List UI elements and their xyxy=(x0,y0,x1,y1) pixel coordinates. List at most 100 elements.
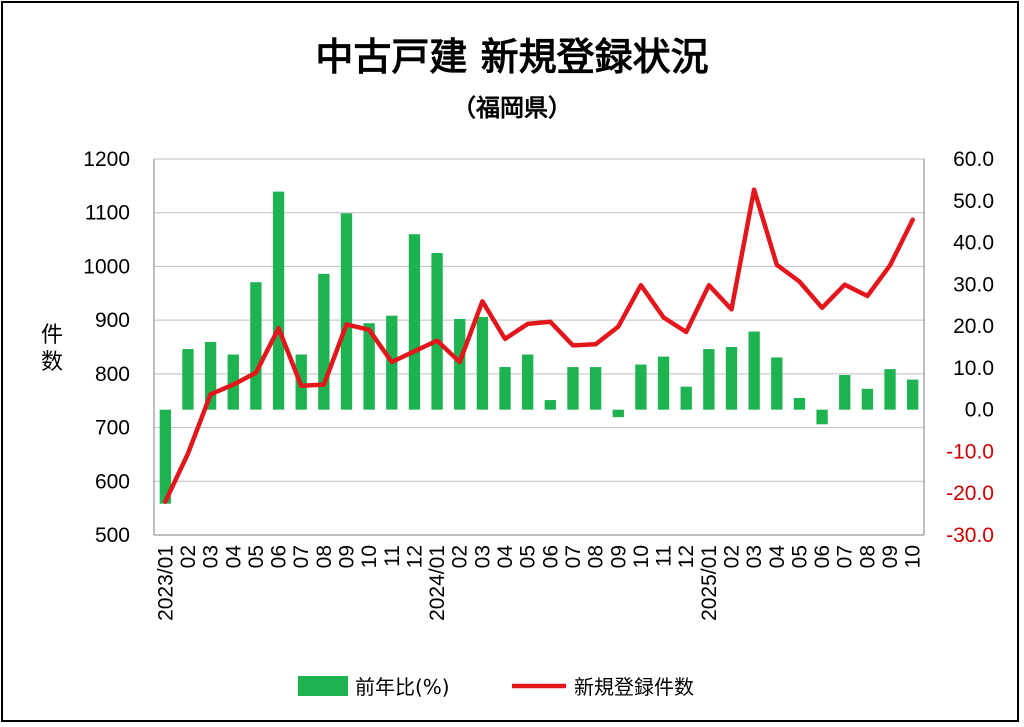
left-tick-5: 1000 xyxy=(83,255,130,278)
left-tick-3: 800 xyxy=(95,363,130,386)
x-tick-28: 05 xyxy=(788,545,811,568)
x-tick-15: 04 xyxy=(494,545,517,569)
bar-1 xyxy=(182,349,194,410)
x-tick-8: 09 xyxy=(336,545,359,568)
bar-30 xyxy=(839,374,851,410)
x-axis-ticks: 2023/01 02 03 04 05 06 07 08 09 10 11 12 2024/01 02 03… xyxy=(154,545,924,621)
x-tick-18: 07 xyxy=(562,545,585,568)
bar-19 xyxy=(589,367,602,410)
x-tick-11: 12 xyxy=(403,545,426,568)
bar-5 xyxy=(272,191,285,410)
x-tick-12: 2024/01 xyxy=(426,545,449,621)
bar-8 xyxy=(340,213,353,410)
bar-14 xyxy=(476,316,489,410)
bar-2 xyxy=(204,341,217,410)
bar-21 xyxy=(635,364,647,410)
right-tick-7: 40.0 xyxy=(953,232,994,255)
x-tick-25: 02 xyxy=(721,545,744,568)
bar-33 xyxy=(907,379,919,410)
x-tick-31: 08 xyxy=(856,545,879,568)
bar-27 xyxy=(771,357,783,410)
right-tick-1: -20.0 xyxy=(946,482,994,505)
bar-series xyxy=(159,191,919,504)
x-tick-2: 03 xyxy=(200,545,223,568)
right-tick-0: -30.0 xyxy=(946,524,994,547)
x-tick-0: 2023/01 xyxy=(154,545,177,621)
right-axis-ticks: -30.0 -20.0 -10.0 0.0 10.0 20.0 30.0 40.0 50.0 60… xyxy=(946,148,994,547)
right-tick-8: 50.0 xyxy=(953,190,994,213)
x-tick-1: 02 xyxy=(177,545,200,568)
right-tick-3: 0.0 xyxy=(965,399,994,422)
left-axis-ticks: 500 600 700 800 900 1000 1100 1200 xyxy=(83,148,130,547)
x-tick-3: 04 xyxy=(222,545,245,569)
left-tick-7: 1200 xyxy=(83,148,130,171)
bar-26 xyxy=(748,331,760,410)
x-tick-16: 05 xyxy=(517,545,540,568)
legend-bar-swatch xyxy=(298,676,348,696)
ylabel-char-0: 件 xyxy=(41,323,63,348)
bar-9 xyxy=(363,323,375,410)
bar-12 xyxy=(431,253,443,410)
right-tick-9: 60.0 xyxy=(953,148,994,171)
chart-subtitle: （福岡県） xyxy=(452,94,572,122)
bar-18 xyxy=(567,367,579,410)
x-tick-17: 06 xyxy=(539,545,562,568)
ylabel-char-1: 数 xyxy=(41,350,63,375)
x-tick-10: 11 xyxy=(381,545,404,567)
right-tick-6: 30.0 xyxy=(953,273,994,296)
bar-11 xyxy=(408,234,421,410)
axes xyxy=(153,159,925,536)
bar-23 xyxy=(680,386,692,410)
left-tick-0: 500 xyxy=(95,524,130,547)
x-tick-14: 03 xyxy=(471,545,494,568)
x-tick-20: 09 xyxy=(607,545,630,568)
line-series xyxy=(163,187,915,504)
x-tick-30: 07 xyxy=(834,545,857,568)
bar-4 xyxy=(250,282,262,410)
legend-bar-label: 前年比(%) xyxy=(355,675,450,699)
x-tick-33: 10 xyxy=(902,545,925,568)
right-tick-5: 20.0 xyxy=(953,315,994,338)
x-tick-4: 05 xyxy=(245,545,268,568)
x-tick-29: 06 xyxy=(811,545,834,568)
left-tick-4: 900 xyxy=(95,309,130,332)
legend-line-label: 新規登録件数 xyxy=(574,675,694,699)
x-tick-9: 10 xyxy=(358,545,381,568)
bar-24 xyxy=(703,349,715,410)
x-tick-21: 10 xyxy=(630,545,653,568)
bar-7 xyxy=(318,273,330,410)
x-tick-23: 12 xyxy=(675,545,698,568)
x-tick-27: 04 xyxy=(766,545,789,569)
x-tick-19: 08 xyxy=(585,545,608,568)
x-tick-6: 07 xyxy=(290,545,313,568)
left-tick-1: 600 xyxy=(95,470,130,493)
x-tick-7: 08 xyxy=(313,545,336,568)
left-axis-label: 件数 xyxy=(41,323,63,375)
legend: 前年比(%) 新規登録件数 xyxy=(298,675,694,699)
bar-20 xyxy=(612,409,624,418)
x-tick-24: 2025/01 xyxy=(698,545,721,621)
left-tick-6: 1100 xyxy=(85,202,130,225)
bar-22 xyxy=(657,356,670,410)
x-tick-13: 02 xyxy=(449,545,472,568)
x-tick-22: 11 xyxy=(653,545,676,567)
x-tick-26: 03 xyxy=(743,545,766,568)
bar-25 xyxy=(725,347,738,410)
bar-13 xyxy=(454,319,466,410)
bar-15 xyxy=(499,367,511,410)
right-tick-4: 10.0 xyxy=(953,357,994,380)
series-line xyxy=(163,187,915,504)
x-tick-5: 06 xyxy=(268,545,291,568)
bar-29 xyxy=(816,409,828,425)
x-tick-32: 09 xyxy=(879,545,902,568)
bar-28 xyxy=(793,397,806,410)
bar-16 xyxy=(522,354,534,410)
chart-title: 中古戸建 新規登録状況 xyxy=(315,35,708,79)
right-tick-2: -10.0 xyxy=(946,440,994,463)
bar-31 xyxy=(861,388,874,410)
bar-0 xyxy=(159,409,171,504)
bar-32 xyxy=(884,369,896,410)
bar-17 xyxy=(544,400,556,410)
